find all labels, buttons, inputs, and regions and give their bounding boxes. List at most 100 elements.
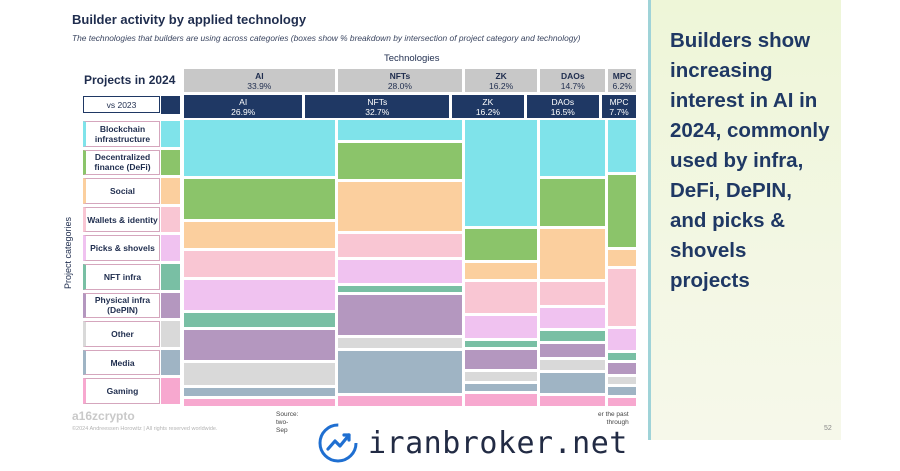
tech-share: 6.2% (612, 81, 632, 91)
tech-share: 7.7% (609, 107, 629, 117)
tech-name: DAOs (551, 97, 575, 107)
mekko-cell-mpc-2 (608, 250, 636, 266)
tech-share: 14.7% (560, 81, 585, 91)
tech-header-2024-ai: AI 33.9% (184, 69, 335, 92)
category-label: Media (83, 349, 160, 376)
mekko-cell-ai-1 (184, 178, 335, 220)
mekko-cell-ai-7 (184, 363, 335, 386)
category-label: Gaming (83, 378, 160, 404)
mekko-cell-ai-4 (184, 280, 335, 310)
mekko-cell-zk-0 (465, 120, 538, 227)
tech-share: 16.2% (475, 107, 500, 117)
mekko-cell-nfts-0 (337, 120, 463, 140)
mekko-cell-nfts-3 (337, 233, 463, 257)
vs-2023-swatch (161, 96, 180, 114)
tech-header-2023-daos: DAOs 16.5% (526, 95, 600, 118)
tech-header-2023-zk: ZK 16.2% (452, 95, 524, 118)
tech-header-2024-zk: ZK 16.2% (465, 69, 538, 92)
source-line: Sep (276, 427, 288, 434)
mekko-cell-mpc-1 (608, 174, 636, 248)
page-number: 52 (824, 425, 832, 432)
tech-name: ZK (495, 71, 507, 81)
a16z-logo: a16zcrypto (72, 409, 135, 423)
source-line: two- (276, 419, 289, 426)
mekko-cell-daos-7 (540, 360, 606, 371)
category-label: Picks & shovels (83, 235, 160, 261)
mekko-cell-ai-2 (184, 222, 335, 249)
category-swatch (161, 121, 180, 147)
mekko-cell-daos-9 (540, 396, 606, 406)
tech-share: 33.9% (247, 81, 272, 91)
mekko-cell-mpc-6 (608, 363, 636, 374)
mekko-cell-ai-3 (184, 251, 335, 277)
mekko-cell-daos-5 (540, 330, 606, 341)
chart-subtitle: The technologies that builders are using… (72, 33, 581, 43)
tech-header-2023-ai: AI 26.9% (184, 95, 303, 118)
mekko-cell-zk-9 (465, 393, 538, 406)
mekko-cell-ai-5 (184, 312, 335, 328)
tech-share: 32.7% (365, 107, 390, 117)
category-label: Decentralized finance (DeFi) (83, 149, 160, 176)
category-swatch (161, 206, 180, 233)
tech-header-2024-nfts: NFTs 28.0% (337, 69, 463, 92)
mekko-cell-zk-4 (465, 316, 538, 338)
mekko-cell-zk-6 (465, 350, 538, 369)
mekko-cell-zk-2 (465, 263, 538, 279)
mekko-cell-daos-1 (540, 179, 606, 226)
vs-2023-label: vs 2023 (83, 96, 160, 113)
category-swatch (161, 178, 180, 204)
category-swatch (161, 321, 180, 347)
mekko-cell-daos-3 (540, 281, 606, 305)
iranbroker-watermark: iranbroker.net (316, 421, 628, 465)
technologies-axis-label: Technologies (384, 53, 440, 64)
tech-share: 26.9% (231, 107, 256, 117)
mekko-cell-mpc-8 (608, 387, 636, 396)
mekko-cell-zk-1 (465, 229, 538, 261)
source-note: Source: two- Sep (276, 411, 298, 435)
tech-name: AI (255, 71, 264, 81)
tech-header-2023-mpc: MPC 7.7% (602, 95, 636, 118)
tech-header-2024-mpc: MPC 6.2% (608, 69, 636, 92)
mekko-cell-zk-8 (465, 384, 538, 391)
mekko-cell-ai-6 (184, 330, 335, 360)
tech-name: ZK (482, 97, 494, 107)
tech-header-2024-daos: DAOs 14.7% (540, 69, 606, 92)
watermark-text: iranbroker.net (368, 425, 628, 461)
source-line: Source: (276, 411, 299, 418)
category-label: Wallets & identity (83, 206, 160, 233)
mekko-cell-nfts-6 (337, 295, 463, 335)
mekko-cell-zk-5 (465, 340, 538, 348)
copyright-footer: ©2024 Andreessen Horowitz | All rights r… (72, 426, 218, 432)
tech-name: MPC (612, 71, 632, 81)
source-note-right: er the past through (598, 411, 629, 427)
projects-2024-label: Projects in 2024 (84, 73, 176, 87)
tech-share: 16.2% (489, 81, 514, 91)
tech-name: MPC (609, 97, 629, 107)
takeaway-panel-accent (648, 0, 651, 440)
mekko-cell-daos-0 (540, 120, 606, 177)
mekko-cell-daos-4 (540, 307, 606, 328)
chart-title: Builder activity by applied technology (72, 12, 307, 27)
category-swatch (161, 149, 180, 176)
category-swatch (161, 235, 180, 261)
mekko-cell-mpc-4 (608, 328, 636, 350)
mekko-cell-daos-8 (540, 373, 606, 394)
tech-share: 16.5% (550, 107, 575, 117)
mekko-cell-ai-8 (184, 388, 335, 396)
mekko-cell-mpc-7 (608, 376, 636, 385)
mekko-cell-nfts-4 (337, 259, 463, 283)
mekko-cell-nfts-9 (337, 396, 463, 406)
category-swatch (161, 292, 180, 319)
tech-header-2023-nfts: NFTs 32.7% (305, 95, 450, 118)
mekko-cell-zk-3 (465, 281, 538, 314)
category-swatch (161, 378, 180, 404)
takeaway-text: Builders show increasing interest in AI … (670, 29, 830, 292)
tech-name: NFTs (389, 71, 411, 81)
mekko-cell-mpc-5 (608, 352, 636, 361)
mekko-cell-daos-6 (540, 343, 606, 358)
mekko-cell-zk-7 (465, 371, 538, 382)
tech-share: 28.0% (387, 81, 412, 91)
category-swatch (161, 349, 180, 376)
mekko-cell-mpc-3 (608, 268, 636, 326)
category-label: Physical infra (DePIN) (83, 292, 160, 319)
